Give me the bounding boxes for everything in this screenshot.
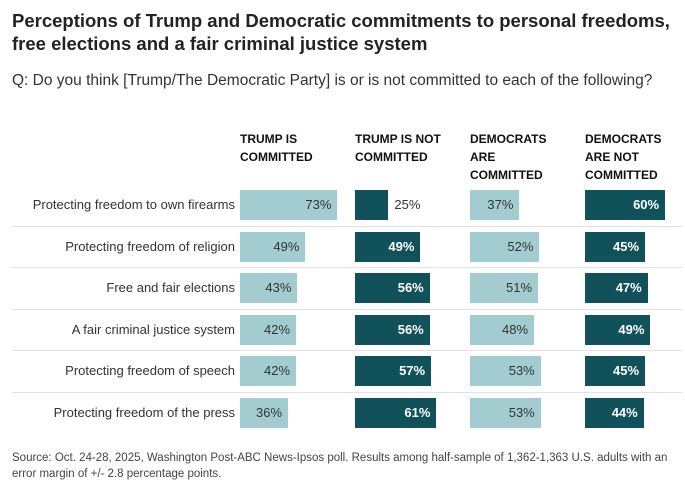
data-label: 47% <box>615 280 642 295</box>
data-label: 56% <box>397 280 424 295</box>
bar <box>470 397 541 428</box>
row-separator <box>12 267 682 268</box>
bar <box>585 356 646 386</box>
column-header-1: TRUMP IS COMMITTED <box>240 132 313 164</box>
row-label: Protecting freedom of speech <box>65 363 235 378</box>
bar <box>355 273 430 303</box>
data-label: 42% <box>264 321 291 337</box>
data-label: 45% <box>613 363 640 378</box>
row-label: Protecting freedom of religion <box>65 238 235 254</box>
bar <box>240 356 297 386</box>
column-header-2: TRUMP IS NOT COMMITTED <box>355 132 441 164</box>
bar <box>470 314 535 345</box>
data-label: 52% <box>507 238 534 254</box>
data-label: 44% <box>611 404 638 420</box>
data-label: 43% <box>265 280 292 295</box>
row-separator <box>12 391 682 393</box>
bar <box>470 190 520 220</box>
row-separator <box>12 350 682 351</box>
chart-subtitle: Q: Do you think [Trump/The Democratic Pa… <box>12 72 653 89</box>
bar <box>470 356 541 386</box>
data-label: 57% <box>399 363 426 378</box>
bar <box>355 231 421 262</box>
bar <box>585 314 651 345</box>
data-label: 61% <box>404 404 431 420</box>
bar <box>470 273 539 303</box>
row-label: Protecting freedom of the press <box>53 404 235 420</box>
chart-title: Perceptions of Trump and Democratic comm… <box>12 10 670 54</box>
source-note: Source: Oct. 24-28, 2025, Washington Pos… <box>12 452 668 480</box>
data-label: 53% <box>508 363 535 378</box>
bar <box>585 273 648 303</box>
data-label: 53% <box>508 404 535 420</box>
bar <box>585 397 644 428</box>
data-label: 56% <box>397 321 424 337</box>
data-label: 49% <box>618 321 645 337</box>
data-label: 36% <box>256 404 283 420</box>
data-label: 49% <box>273 238 300 254</box>
bar <box>240 273 298 303</box>
bar <box>240 190 338 220</box>
data-label: 60% <box>633 197 660 212</box>
row-label: A fair criminal justice system <box>71 321 235 337</box>
data-label: 25% <box>394 197 421 212</box>
bar <box>240 397 289 428</box>
data-label: 48% <box>502 321 529 337</box>
column-header-4: DEMOCRATS ARE NOT COMMITTED <box>585 132 662 182</box>
bar <box>240 231 306 262</box>
row-label: Free and fair elections <box>106 280 235 295</box>
row-label: Protecting freedom to own firearms <box>32 197 235 212</box>
bar <box>470 231 540 262</box>
data-label: 73% <box>305 197 332 212</box>
row-separator <box>12 308 682 310</box>
bar <box>240 314 297 345</box>
bar <box>355 314 430 345</box>
bar <box>355 356 432 386</box>
row-separator <box>12 225 682 227</box>
bar <box>355 397 437 428</box>
bar <box>355 190 389 220</box>
column-header-3: DEMOCRATS ARE COMMITTED <box>470 132 547 182</box>
data-label: 42% <box>264 363 291 378</box>
data-label: 49% <box>388 238 415 254</box>
data-label: 37% <box>487 197 514 212</box>
bar <box>585 190 666 220</box>
data-label: 45% <box>613 238 640 254</box>
bar <box>585 231 646 262</box>
data-label: 51% <box>506 280 533 295</box>
